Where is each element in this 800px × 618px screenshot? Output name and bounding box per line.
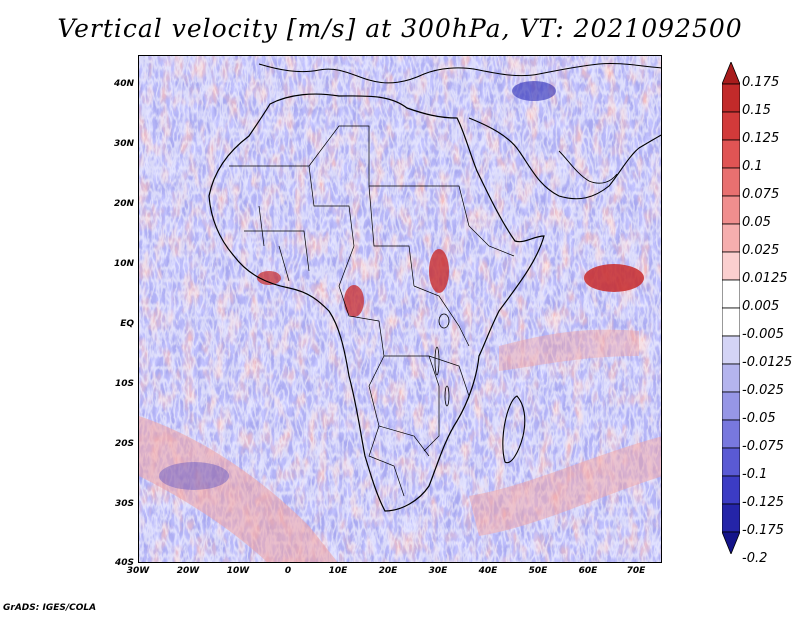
colorbar-segment — [722, 195, 740, 225]
colorbar-segment — [722, 447, 740, 477]
colorbar-segment — [722, 307, 740, 337]
colorbar-label: -0.2 — [742, 551, 768, 566]
lon-label-0: 0 — [284, 566, 292, 576]
lat-label-40n: 40N — [113, 79, 134, 89]
descent-core-middle-east — [512, 81, 556, 101]
colorbar-segment — [722, 475, 740, 505]
ascent-core-central-africa — [344, 285, 364, 317]
colorbar-top-triangle — [722, 62, 740, 85]
lat-label-10s: 10S — [114, 379, 134, 389]
colorbar — [722, 62, 740, 554]
grads-credit: GrADS: IGES/COLA — [3, 603, 97, 613]
country-borders — [229, 125, 515, 497]
descent-core-south-atlantic — [159, 462, 229, 490]
colorbar-label: -0.125 — [742, 495, 784, 510]
persian-gulf-coastline — [558, 150, 618, 184]
colorbar-segment — [722, 167, 740, 197]
colorbar-label: 0.025 — [742, 243, 780, 258]
colorbar-label: -0.05 — [742, 411, 776, 426]
lon-label-30w: 30W — [126, 566, 150, 576]
lake-victoria — [438, 313, 450, 329]
lat-label-40s: 40S — [114, 558, 134, 568]
lat-label-30n: 30N — [113, 139, 134, 149]
colorbar-segment — [722, 139, 740, 169]
colorbar-label: 0.125 — [742, 131, 780, 146]
lake-malawi — [444, 385, 450, 407]
lat-label-eq: EQ — [120, 319, 134, 329]
colorbar-segment — [722, 279, 740, 309]
ascent-band-south-indian — [469, 436, 661, 536]
colorbar-label: -0.1 — [742, 467, 768, 482]
lon-label-20e: 20E — [378, 566, 398, 576]
colorbar-segment — [722, 83, 740, 113]
colorbar-label: -0.175 — [742, 523, 784, 538]
ascent-band-south-atlantic — [139, 416, 338, 562]
colorbar-label: 0.005 — [742, 299, 780, 314]
colorbar-label: -0.075 — [742, 439, 784, 454]
lon-label-30e: 30E — [428, 566, 448, 576]
colorbar-segment — [722, 503, 740, 533]
lon-label-20w: 20W — [176, 566, 200, 576]
lon-label-10e: 10E — [328, 566, 348, 576]
lon-label-60e: 60E — [578, 566, 598, 576]
colorbar-segment — [722, 363, 740, 393]
colorbar-label: 0.075 — [742, 187, 780, 202]
colorbar-label: 0.05 — [742, 215, 771, 230]
colorbar-segment — [722, 111, 740, 141]
ascent-core-west-africa — [257, 271, 281, 285]
colorbar-label: 0.0125 — [742, 271, 788, 286]
lon-label-10w: 10W — [226, 566, 250, 576]
lon-label-50e: 50E — [528, 566, 548, 576]
ascent-core-arabian-sea — [584, 264, 644, 292]
lake-tanganyika — [434, 346, 440, 376]
colorbar-segment — [722, 251, 740, 281]
colorbar-segment — [722, 223, 740, 253]
map-panel — [138, 55, 662, 563]
lat-label-20s: 20S — [114, 439, 134, 449]
colorbar-label: -0.0125 — [742, 355, 793, 370]
ascent-core-ethiopia — [429, 249, 449, 293]
colorbar-label: 0.1 — [742, 159, 763, 174]
lat-label-10n: 10N — [113, 259, 134, 269]
madagascar-coastline — [502, 395, 526, 464]
colorbar-label: -0.025 — [742, 383, 784, 398]
lon-label-70e: 70E — [626, 566, 646, 576]
colorbar-segment — [722, 335, 740, 365]
colorbar-bottom-triangle — [722, 531, 740, 554]
lat-label-20n: 20N — [113, 199, 134, 209]
lat-label-30s: 30S — [114, 499, 134, 509]
ascent-band-equatorial-indian — [499, 329, 639, 371]
colorbar-segment — [722, 391, 740, 421]
europe-coastline — [258, 62, 661, 84]
colorbar-label: -0.005 — [742, 327, 784, 342]
colorbar-segment — [722, 419, 740, 449]
map-title: Vertical velocity [m/s] at 300hPa, VT: 2… — [57, 14, 743, 43]
colorbar-label: 0.15 — [742, 103, 771, 118]
africa-coastline — [208, 93, 545, 512]
arabia-coastline — [468, 117, 661, 200]
map-svg — [139, 56, 661, 562]
lon-label-40e: 40E — [478, 566, 498, 576]
colorbar-label: 0.175 — [742, 75, 780, 90]
